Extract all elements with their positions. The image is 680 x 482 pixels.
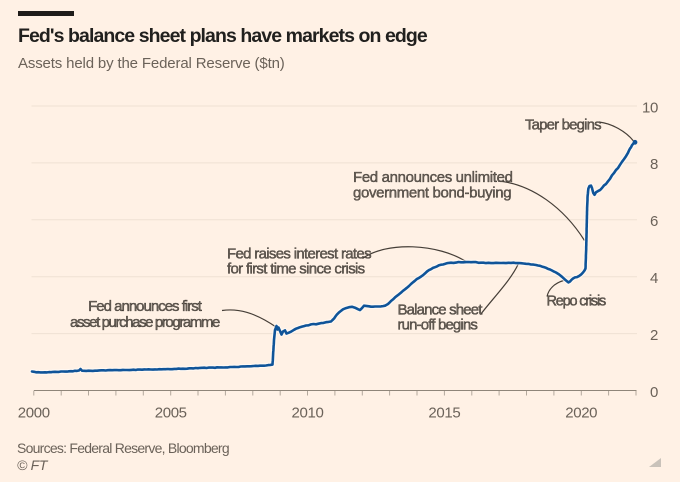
svg-text:6: 6	[650, 213, 658, 230]
svg-text:10: 10	[642, 99, 658, 116]
svg-text:for first time since crisis: for first time since crisis	[227, 261, 365, 278]
svg-text:8: 8	[650, 156, 658, 173]
svg-text:government bond-buying: government bond-buying	[353, 185, 511, 202]
svg-text:2005: 2005	[155, 405, 187, 422]
svg-text:Fed raises interest rates: Fed raises interest rates	[227, 246, 371, 263]
svg-text:2: 2	[650, 327, 658, 344]
svg-text:run-off begins: run-off begins	[398, 317, 478, 334]
svg-text:Fed announces unlimited: Fed announces unlimited	[353, 169, 513, 186]
svg-text:Balance sheet: Balance sheet	[398, 302, 484, 319]
svg-text:0: 0	[650, 384, 658, 401]
svg-text:4: 4	[650, 270, 658, 287]
svg-text:Taper begins: Taper begins	[525, 117, 601, 134]
svg-text:2000: 2000	[18, 405, 50, 422]
svg-text:Fed announces first: Fed announces first	[88, 298, 203, 315]
svg-text:2015: 2015	[428, 405, 460, 422]
svg-text:2020: 2020	[565, 405, 597, 422]
svg-text:2010: 2010	[292, 405, 324, 422]
svg-text:Repo crisis: Repo crisis	[547, 294, 606, 310]
svg-text:asset purchase programme: asset purchase programme	[70, 314, 220, 331]
